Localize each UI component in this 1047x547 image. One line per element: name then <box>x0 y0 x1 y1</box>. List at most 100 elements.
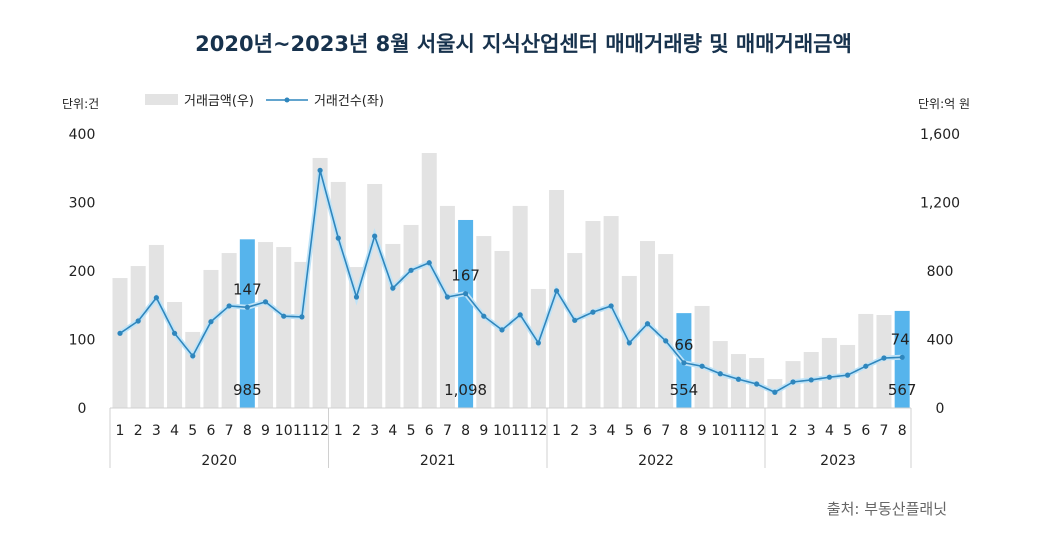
bar-data-label: 554 <box>670 381 699 399</box>
left-tick-label: 0 <box>78 401 87 417</box>
line-point <box>899 354 905 360</box>
year-label: 2023 <box>820 453 856 469</box>
legend-line-label: 거래건수(좌) <box>313 94 384 109</box>
line-data-label: 74 <box>891 330 910 348</box>
line-point <box>517 312 523 318</box>
bar <box>148 244 164 408</box>
month-label: 1 <box>552 423 561 439</box>
legend-bar-label: 거래금액(우) <box>184 94 254 109</box>
line-point <box>626 340 632 346</box>
month-label: 6 <box>643 423 652 439</box>
line-point <box>226 303 232 309</box>
left-tick-label: 100 <box>69 333 96 349</box>
left-axis-unit: 단위:건 <box>62 97 100 111</box>
month-label: 4 <box>388 423 397 439</box>
bar <box>512 205 528 408</box>
month-label: 4 <box>825 423 834 439</box>
month-label: 2 <box>570 423 579 439</box>
month-label: 12 <box>311 423 329 439</box>
bar <box>421 153 437 408</box>
line-point <box>735 376 742 382</box>
source-note: 출처: 부동산플래닛 <box>826 500 947 518</box>
line-point <box>353 294 360 300</box>
month-label: 5 <box>407 423 416 439</box>
line-point <box>572 317 578 323</box>
month-label: 2 <box>134 423 143 439</box>
line-data-label: 66 <box>674 336 693 354</box>
bar <box>367 184 383 408</box>
line-point <box>372 233 378 239</box>
bar <box>876 315 892 408</box>
year-label: 2021 <box>420 453 456 469</box>
bar <box>258 242 274 408</box>
line-point <box>826 374 833 380</box>
month-label: 3 <box>370 423 379 439</box>
legend-line-swatch <box>265 97 308 102</box>
right-tick-label: 1,200 <box>920 196 960 212</box>
right-tick-label: 1,600 <box>920 127 960 143</box>
month-label: 7 <box>880 423 889 439</box>
month-label: 10 <box>711 423 729 439</box>
line-point <box>481 313 487 319</box>
line-point <box>262 299 269 305</box>
month-label: 11 <box>293 423 311 439</box>
month-label: 1 <box>334 423 343 439</box>
line-point <box>663 338 669 344</box>
right-tick-label: 0 <box>936 401 945 417</box>
month-label: 9 <box>698 423 707 439</box>
bar <box>348 267 364 408</box>
year-label: 2022 <box>638 453 674 469</box>
month-label: 4 <box>170 423 179 439</box>
bar-data-label: 985 <box>233 381 262 399</box>
bar <box>276 247 292 408</box>
line-point <box>608 303 614 309</box>
line-point <box>790 379 796 385</box>
line-point <box>499 327 505 333</box>
bar <box>858 313 874 408</box>
month-label: 6 <box>861 423 870 439</box>
line-point <box>390 285 396 291</box>
chart-title: 2020년~2023년 8월 서울시 지식산업센터 매매거래량 및 매매거래금액 <box>195 32 852 56</box>
line-point <box>463 291 469 297</box>
line-point <box>335 235 341 241</box>
month-label: 3 <box>807 423 816 439</box>
legend: 거래금액(우) 거래건수(좌) <box>145 90 384 109</box>
month-label: 1 <box>116 423 125 439</box>
line-point <box>535 340 541 346</box>
month-label: 8 <box>243 423 252 439</box>
bar <box>330 181 346 408</box>
month-label: 11 <box>730 423 748 439</box>
line-point <box>845 372 851 378</box>
bar <box>403 224 419 408</box>
bar <box>439 205 455 408</box>
line-point <box>426 260 432 266</box>
line-point <box>717 371 723 377</box>
bar <box>221 253 237 408</box>
month-label: 7 <box>443 423 452 439</box>
month-label: 10 <box>493 423 511 439</box>
month-label: 10 <box>275 423 293 439</box>
left-tick-label: 300 <box>69 196 96 212</box>
line-point <box>863 363 869 369</box>
bar <box>112 278 128 408</box>
line-point <box>135 318 141 324</box>
line-point <box>553 288 560 294</box>
bar <box>458 219 474 408</box>
line-point <box>281 313 287 319</box>
month-label: 5 <box>843 423 852 439</box>
line-series <box>119 170 903 394</box>
line-point <box>317 167 323 173</box>
year-label: 2020 <box>201 453 237 469</box>
right-tick-label: 800 <box>927 264 954 280</box>
bar <box>567 253 583 408</box>
line-data-label: 147 <box>233 280 262 298</box>
month-label: 12 <box>529 423 547 439</box>
month-label: 11 <box>511 423 529 439</box>
legend-bar-swatch <box>145 94 178 105</box>
bar <box>203 269 219 408</box>
bar <box>603 216 619 408</box>
month-label: 6 <box>425 423 434 439</box>
month-label: 7 <box>661 423 670 439</box>
line-point <box>590 309 596 315</box>
month-label: 3 <box>152 423 161 439</box>
